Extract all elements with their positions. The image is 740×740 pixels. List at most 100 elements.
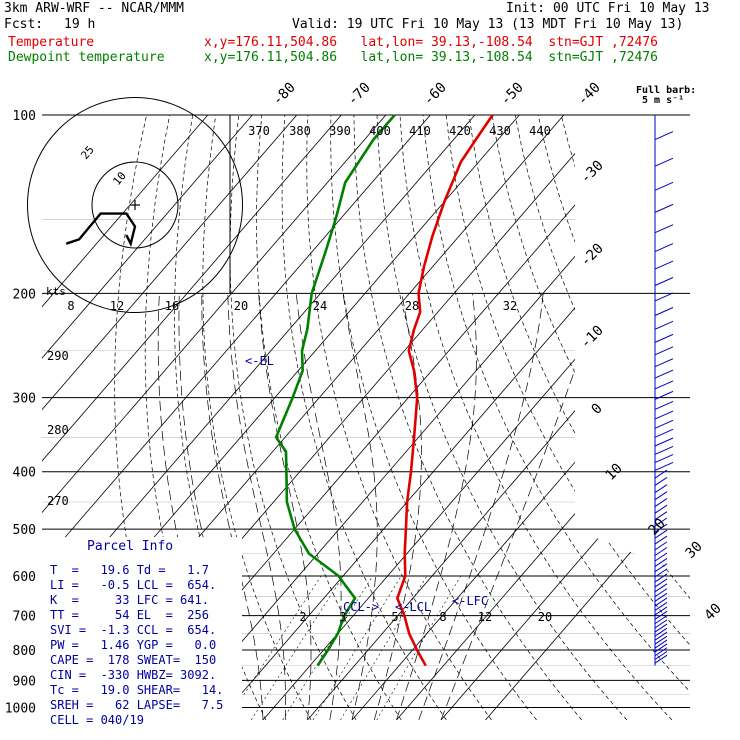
moist-adiabat [396, 293, 477, 720]
theta-e-label: 440 [529, 124, 551, 138]
parcel-row: LI = -0.5 LCL = 654. [50, 578, 217, 592]
wind-barb [654, 454, 674, 463]
wind-barb [654, 623, 668, 633]
dry-adiabat [376, 115, 628, 720]
dry-adiabat [560, 115, 690, 720]
wind-key-unit: 5 m s⁻¹ [642, 95, 685, 106]
wind-barb [654, 557, 668, 567]
dry-adiabat [514, 115, 690, 720]
isotherm [42, 115, 431, 720]
dry-adiabat [583, 115, 690, 720]
moist-adiabat [201, 293, 264, 720]
parcel-row: T = 19.6 Td = 1.7 [50, 563, 209, 577]
wind-barb [654, 597, 668, 607]
dry-adiabat [174, 115, 267, 720]
wind-barb [654, 410, 674, 420]
wind-barb [654, 369, 674, 379]
wind-barb [654, 491, 668, 501]
isotherm-label: 0 [589, 401, 606, 418]
isotherm-label: 10 [603, 461, 626, 484]
wind-barb [654, 547, 668, 556]
level-marker: <-LCL [395, 600, 431, 614]
dry-adiabat [445, 115, 690, 720]
wind-barb [654, 606, 668, 616]
wind-barb [654, 307, 674, 316]
parcel-info-title: Parcel Info [87, 539, 174, 554]
dry-adiabat [422, 115, 690, 720]
isotherm-label: -70 [345, 80, 374, 109]
wind-barbs [654, 115, 674, 666]
level-marker: CCL-> [343, 600, 379, 614]
sounding-traces [274, 114, 494, 667]
wind-barb [654, 529, 668, 539]
wind-barb [654, 647, 668, 657]
valid-time: Valid: 19 UTC Fri 10 May 13 (13 MDT Fri … [292, 17, 684, 32]
hodograph-ring-label: 10 [110, 169, 128, 188]
mixing-ratio-label: 28 [405, 299, 419, 313]
mixing-ratio-label: 3 [339, 610, 346, 624]
dry-adiabat [202, 115, 312, 720]
pressure-label: 700 [13, 610, 36, 625]
isotherm-label: 40 [702, 601, 725, 624]
parcel-row: CIN = -330 HWBZ= 3092. [50, 668, 217, 682]
wind-barb [654, 320, 674, 330]
wind-barb [654, 615, 668, 625]
hodograph: 10 25 [27, 97, 243, 313]
isotherm-label: -60 [421, 80, 450, 109]
dry-adiabat [653, 115, 690, 720]
pressure-label: 1000 [5, 701, 36, 716]
wind-barb [654, 552, 668, 562]
isotherm [42, 115, 342, 720]
mixing-ratio-label: 32 [503, 299, 517, 313]
level-marker: <-LFC [452, 594, 488, 608]
dry-adiabat [256, 115, 402, 720]
isotherm [396, 115, 690, 720]
isotherm [42, 115, 209, 720]
pressure-label: 900 [13, 674, 36, 689]
pressure-label: 400 [13, 466, 36, 481]
parcel-row: PW = 1.46 YGP = 0.0 [50, 638, 217, 652]
isotherm-label: -50 [498, 80, 527, 109]
wind-barb [654, 419, 674, 429]
wind-barb [654, 578, 668, 588]
wind-barb [654, 563, 668, 573]
init-time: Init: 00 UTC Fri 10 May 13 [506, 1, 710, 16]
wind-barb [654, 461, 674, 471]
wind-barb [654, 627, 668, 637]
wind-barb [654, 583, 668, 593]
parcel-info-box: Parcel Info T = 19.6 Td = 1.7 LI = -0.5 … [42, 537, 242, 727]
isotherm [218, 115, 690, 720]
wind-barb [654, 639, 668, 649]
isotherm [485, 115, 690, 720]
mixing-ratio-label: 8 [67, 299, 74, 313]
pressure-label: 200 [13, 287, 36, 302]
temperature-legend: Temperature [8, 35, 95, 50]
parcel-row: CELL = 040/19 [50, 713, 144, 727]
isotherm-label: -80 [270, 80, 299, 109]
mixing-ratio-label: 5 [391, 610, 398, 624]
pressure-label: 100 [13, 109, 36, 124]
mixing-ratio-label: 20 [538, 610, 552, 624]
dry-adiabat [399, 115, 673, 720]
wind-barb [654, 292, 674, 302]
parcel-row: CAPE = 178 SWEAT= 150 [50, 653, 217, 667]
wind-barb [654, 181, 674, 191]
parcel-row: SREH = 62 LAPSE= 7.5 [50, 698, 224, 712]
isotherm [42, 115, 253, 720]
dewpoint-legend: Dewpoint temperature [8, 50, 165, 65]
moist-adiabat [373, 293, 422, 720]
model-title: 3km ARW-WRF -- NCAR/MMM [4, 1, 185, 16]
wind-barb [654, 541, 668, 551]
mixing-ratio-line [227, 575, 322, 720]
dry-adiabat [330, 115, 537, 720]
moist-adiabat [227, 293, 286, 720]
wind-barb [654, 380, 674, 390]
pressure-label: 600 [13, 570, 36, 585]
wind-barb [654, 631, 668, 641]
dry-adiabat [629, 115, 690, 720]
dry-adiabat [306, 115, 492, 720]
wind-barb [654, 333, 674, 343]
wind-barb [654, 224, 674, 234]
theta-e-label: 430 [489, 124, 511, 138]
moist-adiabat [258, 293, 312, 720]
